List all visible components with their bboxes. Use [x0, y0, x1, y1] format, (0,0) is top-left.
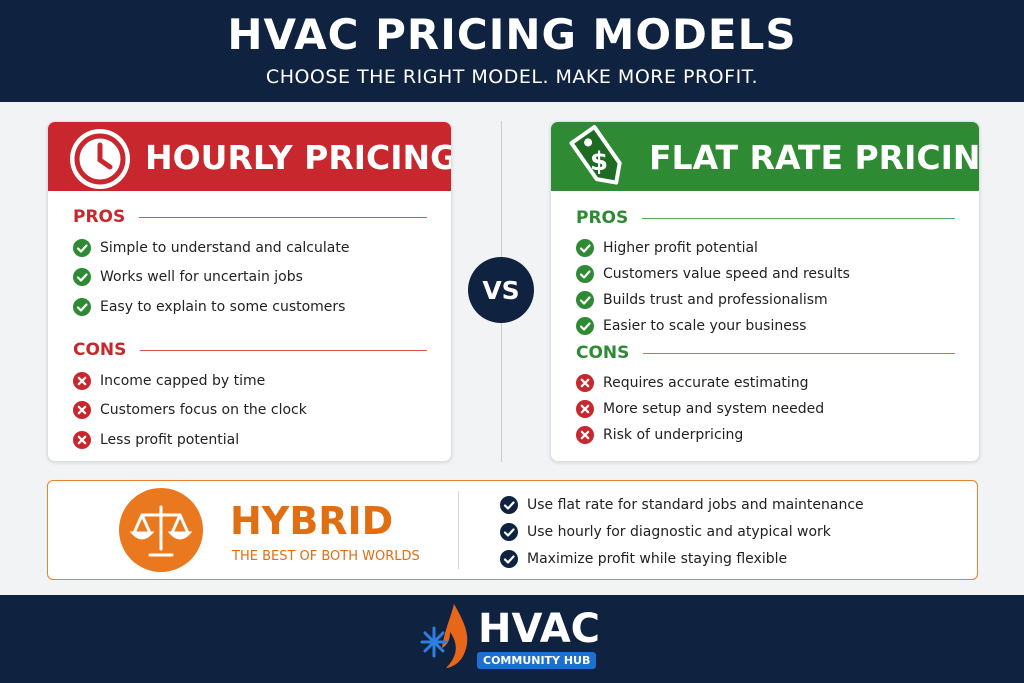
- list-item: Income capped by time: [73, 366, 307, 396]
- section-label: PROS: [576, 208, 955, 228]
- hourly-card: HOURLY PRICING PROS Simple to understand…: [47, 121, 452, 462]
- card-header: [551, 122, 979, 191]
- item-text: Builds trust and professionalism: [603, 292, 828, 308]
- clock-icon: [70, 129, 130, 189]
- pros-list: Higher profit potential Customers value s…: [576, 235, 850, 339]
- item-text: Less profit potential: [100, 431, 240, 448]
- hybrid-subtitle: THE BEST OF BOTH WORLDS: [232, 549, 420, 564]
- page-subtitle: CHOOSE THE RIGHT MODEL. MAKE MORE PROFIT…: [265, 66, 759, 88]
- hybrid-list: Use flat rate for standard jobs and main…: [500, 491, 864, 572]
- rule: [642, 217, 955, 219]
- list-item: Use hourly for diagnostic and atypical w…: [500, 518, 864, 545]
- pro-icon: [576, 265, 594, 283]
- card-title: HOURLY PRICING: [145, 138, 452, 177]
- cons-label: CONS: [73, 340, 127, 360]
- hybrid-title: HYBRID: [230, 499, 394, 543]
- rule: [643, 352, 955, 354]
- price-tag-icon: $: [569, 125, 622, 185]
- cons-list: Income capped by time Customers focus on …: [73, 366, 307, 455]
- list-item: Use flat rate for standard jobs and main…: [500, 491, 864, 518]
- con-icon: [73, 371, 91, 390]
- section-label: CONS: [73, 340, 427, 360]
- cons-label: CONS: [576, 343, 630, 363]
- con-icon: [73, 430, 91, 449]
- item-text: Requires accurate estimating: [603, 375, 809, 391]
- flat-rate-card: $ FLAT RATE PRICING PROS Higher profit p…: [550, 121, 980, 462]
- list-item: Requires accurate estimating: [576, 370, 824, 396]
- item-text: Easier to scale your business: [603, 318, 807, 334]
- list-item: Risk of underpricing: [576, 422, 824, 448]
- item-text: Works well for uncertain jobs: [100, 269, 303, 286]
- item-text: Simple to understand and calculate: [100, 239, 350, 256]
- item-text: Maximize profit while staying flexible: [527, 550, 788, 567]
- pro-icon: [576, 291, 594, 309]
- point-icon: [500, 549, 518, 568]
- hybrid-box: HYBRID THE BEST OF BOTH WORLDS Use flat …: [47, 480, 978, 580]
- cons-list: Requires accurate estimating More setup a…: [576, 370, 824, 448]
- con-icon: [576, 374, 594, 392]
- list-item: Customers value speed and results: [576, 261, 850, 287]
- scales-icon: [119, 488, 203, 572]
- logo-title: HVAC: [478, 606, 601, 652]
- list-item: Simple to understand and calculate: [73, 233, 349, 263]
- section-label: PROS: [73, 207, 427, 227]
- pro-icon: [73, 238, 91, 257]
- item-text: Use hourly for diagnostic and atypical w…: [527, 523, 831, 540]
- page-title: HVAC PRICING MODELS: [227, 10, 797, 59]
- con-icon: [73, 401, 91, 420]
- list-item: Easier to scale your business: [576, 313, 850, 339]
- logo-subtitle: COMMUNITY HUB: [477, 652, 597, 669]
- item-text: Easy to explain to some customers: [100, 298, 346, 315]
- item-text: Customers focus on the clock: [100, 402, 307, 419]
- divider: [458, 491, 459, 569]
- logo-icon: [420, 604, 468, 668]
- con-icon: [576, 426, 594, 444]
- con-icon: [576, 400, 594, 418]
- list-item: Works well for uncertain jobs: [73, 263, 349, 293]
- pro-icon: [73, 297, 91, 316]
- section-label: CONS: [576, 343, 955, 363]
- list-item: Customers focus on the clock: [73, 396, 307, 426]
- item-text: Risk of underpricing: [603, 427, 744, 443]
- vs-badge: VS: [468, 257, 534, 323]
- item-text: Income capped by time: [100, 372, 266, 389]
- header-bar: [0, 0, 1024, 102]
- rule: [140, 349, 427, 351]
- list-item: Less profit potential: [73, 425, 307, 455]
- list-item: Maximize profit while staying flexible: [500, 545, 864, 572]
- rule: [139, 216, 427, 218]
- list-item: More setup and system needed: [576, 396, 824, 422]
- pros-label: PROS: [576, 208, 629, 228]
- pros-label: PROS: [73, 207, 126, 227]
- pro-icon: [73, 268, 91, 287]
- list-item: Higher profit potential: [576, 235, 850, 261]
- item-text: Customers value speed and results: [603, 266, 850, 282]
- pros-list: Simple to understand and calculate Works …: [73, 233, 349, 322]
- point-icon: [500, 522, 518, 541]
- list-item: Easy to explain to some customers: [73, 292, 349, 322]
- item-text: Higher profit potential: [603, 240, 758, 256]
- point-icon: [500, 495, 518, 514]
- item-text: Use flat rate for standard jobs and main…: [527, 496, 864, 513]
- svg-text:$: $: [590, 147, 608, 177]
- pro-icon: [576, 317, 594, 335]
- list-item: Builds trust and professionalism: [576, 287, 850, 313]
- item-text: More setup and system needed: [603, 401, 825, 417]
- card-title: FLAT RATE PRICING: [649, 138, 980, 177]
- pro-icon: [576, 239, 594, 257]
